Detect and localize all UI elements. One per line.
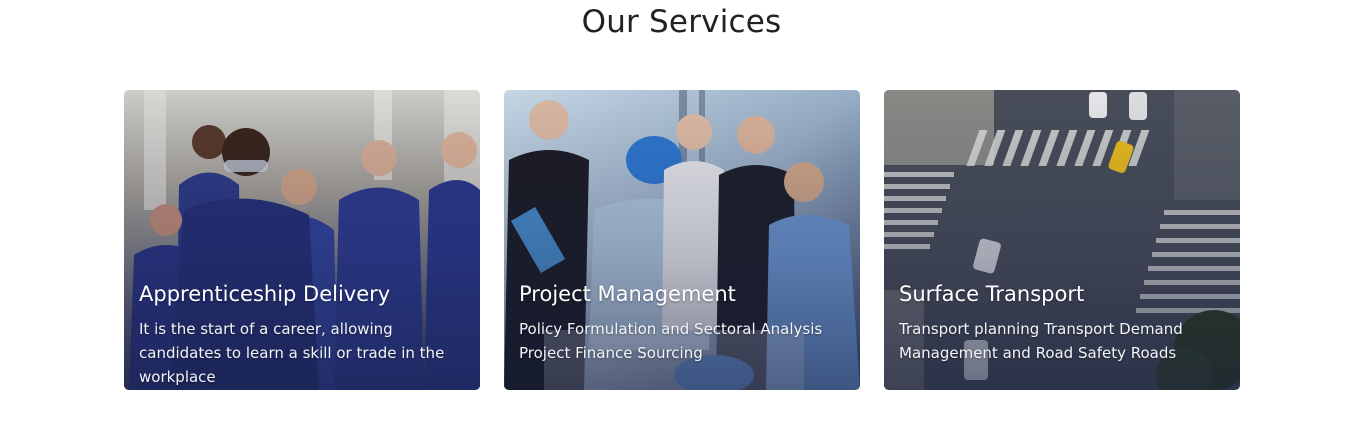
card-overlay bbox=[504, 90, 860, 390]
card-content: Apprenticeship Delivery It is the start … bbox=[139, 282, 468, 389]
card-overlay bbox=[884, 90, 1240, 390]
services-card-list: Apprenticeship Delivery It is the start … bbox=[124, 90, 1240, 390]
card-description: Policy Formulation and Sectoral Analysis… bbox=[519, 320, 823, 363]
service-card-surface-transport[interactable]: Surface Transport Transport planning Tra… bbox=[884, 90, 1240, 390]
card-title[interactable]: Apprenticeship Delivery bbox=[139, 282, 391, 306]
card-content: Project Management Policy Formulation an… bbox=[519, 282, 848, 365]
service-card-apprenticeship[interactable]: Apprenticeship Delivery It is the start … bbox=[124, 90, 480, 390]
card-title[interactable]: Surface Transport bbox=[899, 282, 1085, 306]
card-title[interactable]: Project Management bbox=[519, 282, 736, 306]
service-card-project-management[interactable]: Project Management Policy Formulation an… bbox=[504, 90, 860, 390]
section-title: Our Services bbox=[581, 4, 782, 40]
card-description: Transport planning Transport Demand Mana… bbox=[899, 320, 1183, 363]
card-overlay bbox=[124, 90, 480, 390]
card-content: Surface Transport Transport planning Tra… bbox=[899, 282, 1228, 365]
card-description: It is the start of a career, allowing ca… bbox=[139, 320, 445, 387]
